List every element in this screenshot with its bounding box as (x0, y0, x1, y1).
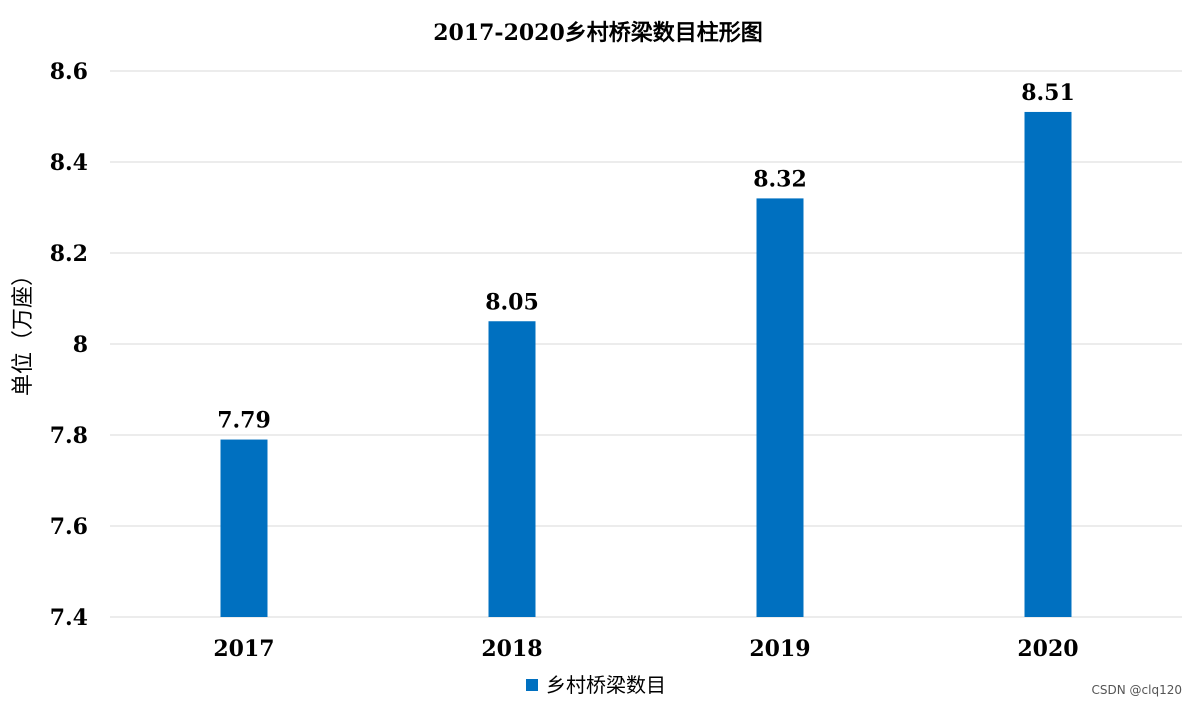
data-label-2019: 8.32 (753, 166, 807, 192)
y-tick-label: 8 (73, 332, 88, 358)
y-tick-label: 8.4 (50, 150, 88, 176)
x-tick-label-2018: 2018 (481, 636, 542, 662)
y-tick-label: 7.4 (50, 605, 88, 631)
bar-2017 (220, 439, 268, 617)
y-tick-label: 8.2 (50, 241, 88, 267)
chart-title: 2017-2020乡村桥梁数目柱形图 (433, 20, 763, 46)
bars (220, 111, 1072, 617)
gridlines (110, 70, 1182, 618)
legend-label: 乡村桥梁数目 (546, 673, 666, 697)
data-label-2018: 8.05 (485, 289, 539, 315)
bar-2019 (756, 198, 804, 617)
legend: 乡村桥梁数目 (526, 673, 666, 697)
watermark: CSDN @clq120 (1092, 683, 1182, 697)
data-label-2020: 8.51 (1021, 80, 1075, 106)
bar-2018 (488, 321, 536, 617)
legend-swatch (526, 679, 538, 691)
y-tick-label: 8.6 (50, 59, 88, 85)
x-tick-label-2020: 2020 (1017, 636, 1078, 662)
y-axis-ticks: 7.4 7.6 7.8 8 8.2 8.4 8.6 (50, 59, 88, 631)
y-axis-label: 单位（万座） (11, 264, 36, 396)
data-labels: 7.79 8.05 8.32 8.51 (217, 80, 1075, 434)
y-tick-label: 7.8 (50, 423, 88, 449)
y-tick-label: 7.6 (50, 514, 88, 540)
x-tick-label-2019: 2019 (749, 636, 810, 662)
bar-2020 (1024, 111, 1072, 617)
data-label-2017: 7.79 (217, 408, 271, 434)
x-axis-ticks: 2017 2018 2019 2020 (213, 636, 1078, 662)
x-tick-label-2017: 2017 (213, 636, 274, 662)
